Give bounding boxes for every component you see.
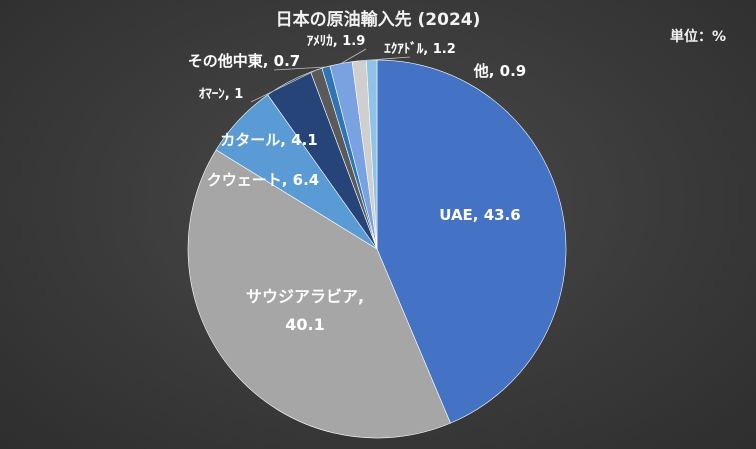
unit-label: 単位：% — [669, 29, 726, 45]
data-label-3: カタール, 4.1 — [220, 131, 318, 149]
pie-slice-0 — [376, 59, 567, 424]
chart-title: 日本の原油輸入先 (2024) — [275, 10, 481, 30]
data-label-1: サウジアラビア, — [246, 287, 364, 306]
data-label-4: ｵﾏｰﾝ, 1 — [199, 87, 244, 102]
data-label-7: ｴｸｱﾄﾞﾙ, 1.2 — [384, 41, 456, 57]
data-label-5: その他中東, 0.7 — [188, 52, 301, 70]
data-labels: UAE, 43.6 サウジアラビア, 40.1 クウェート, 6.4 カタール, 4.1… — [188, 34, 527, 334]
leader-line-5 — [273, 66, 326, 71]
pie-slices — [187, 59, 567, 439]
data-label-8: 他, 0.9 — [473, 62, 527, 80]
leader-line-4 — [250, 69, 317, 103]
pie-slice-1 — [187, 149, 451, 439]
data-label-6: ｱﾒﾘｶ, 1.9 — [307, 34, 366, 49]
leader-line-7 — [359, 56, 411, 62]
leader-lines — [250, 48, 411, 103]
data-label-2: クウェート, 6.4 — [207, 171, 320, 189]
data-label-0: UAE, 43.6 — [439, 206, 521, 224]
data-label-1-value: 40.1 — [285, 315, 324, 334]
leader-line-6 — [340, 48, 367, 64]
